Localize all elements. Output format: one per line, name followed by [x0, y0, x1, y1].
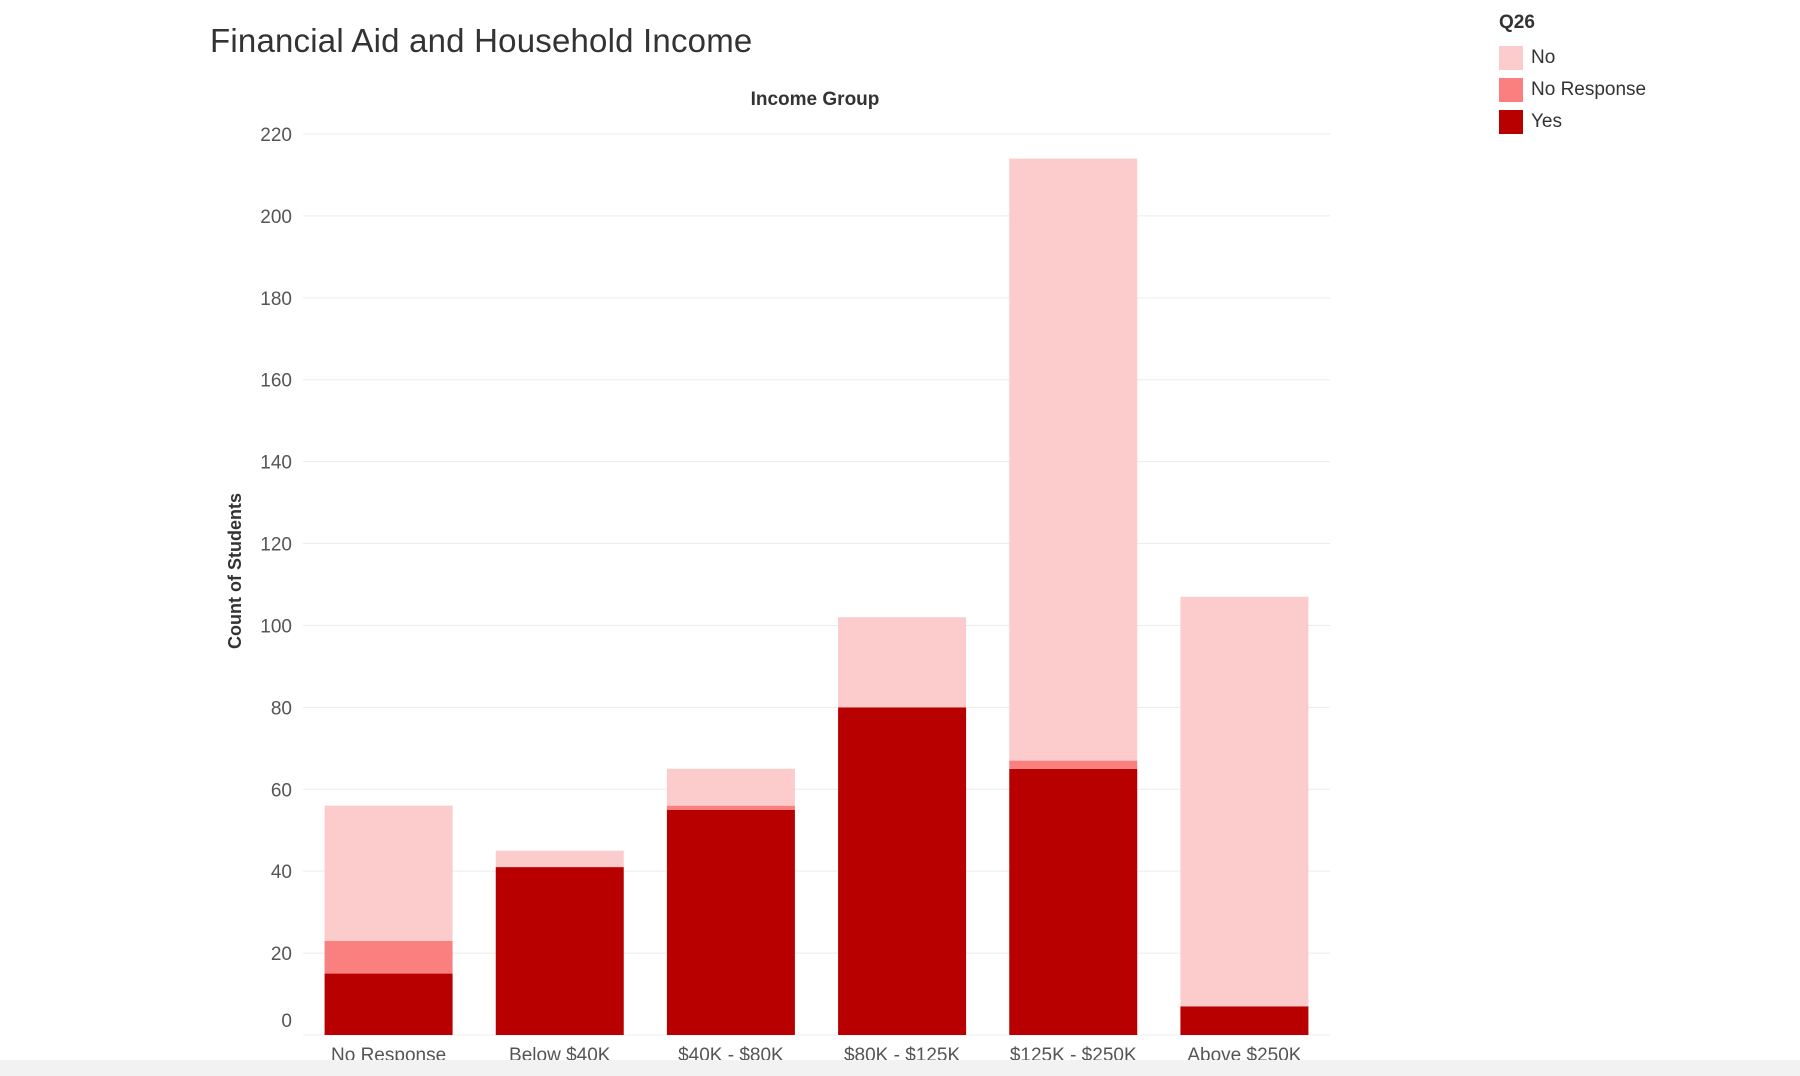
bar-segment[interactable]: [1180, 1006, 1309, 1035]
y-axis-ticks: 0 20 40 60 80 100 120 140 160 180 200 220: [260, 125, 292, 1032]
legend: Q26 No No Response Yes: [1499, 12, 1646, 138]
y-tick-label: 100: [260, 616, 292, 637]
y-axis-label: Count of Students: [225, 493, 245, 649]
y-tick-label: 160: [260, 371, 292, 392]
bars: [324, 158, 1309, 1035]
y-tick-label: 0: [281, 1011, 292, 1032]
y-tick-label: 140: [260, 453, 292, 474]
bar-segment[interactable]: [666, 768, 795, 806]
bar-segment[interactable]: [495, 867, 624, 1035]
y-tick-label: 40: [271, 862, 292, 883]
y-tick-label: 220: [260, 125, 292, 146]
legend-title: Q26: [1499, 12, 1535, 33]
column-header-label: Income Group: [751, 89, 880, 110]
y-tick-label: 20: [271, 944, 292, 965]
bar-segment[interactable]: [1180, 596, 1309, 1007]
bottom-divider: [0, 1060, 1800, 1076]
y-tick-label: 80: [271, 698, 292, 719]
bar-segment[interactable]: [1009, 158, 1138, 761]
bar-segment[interactable]: [324, 940, 453, 974]
legend-swatch-no-response: [1499, 78, 1523, 102]
bar-segment[interactable]: [838, 617, 967, 708]
legend-item-no[interactable]: No: [1499, 42, 1646, 74]
bar-segment[interactable]: [838, 707, 967, 1035]
bar-segment[interactable]: [324, 973, 453, 1035]
legend-label: No: [1531, 47, 1556, 68]
legend-swatch-yes: [1499, 110, 1523, 134]
bar-segment[interactable]: [1009, 768, 1138, 1035]
y-tick-label: 200: [260, 207, 292, 228]
legend-item-no-response[interactable]: No Response: [1499, 74, 1646, 106]
y-tick-label: 180: [260, 289, 292, 310]
bar-segment[interactable]: [324, 805, 453, 941]
y-tick-label: 120: [260, 535, 292, 556]
chart-title: Financial Aid and Household Income: [210, 22, 753, 59]
bar-segment[interactable]: [666, 805, 795, 810]
y-tick-label: 60: [271, 780, 292, 801]
gridlines: [303, 133, 1330, 1036]
bar-segment[interactable]: [1009, 760, 1138, 769]
legend-label: Yes: [1531, 111, 1562, 132]
bar-segment[interactable]: [495, 850, 624, 868]
legend-item-yes[interactable]: Yes: [1499, 106, 1646, 138]
legend-swatch-no: [1499, 46, 1523, 70]
legend-label: No Response: [1531, 79, 1647, 100]
bar-segment[interactable]: [666, 809, 795, 1035]
